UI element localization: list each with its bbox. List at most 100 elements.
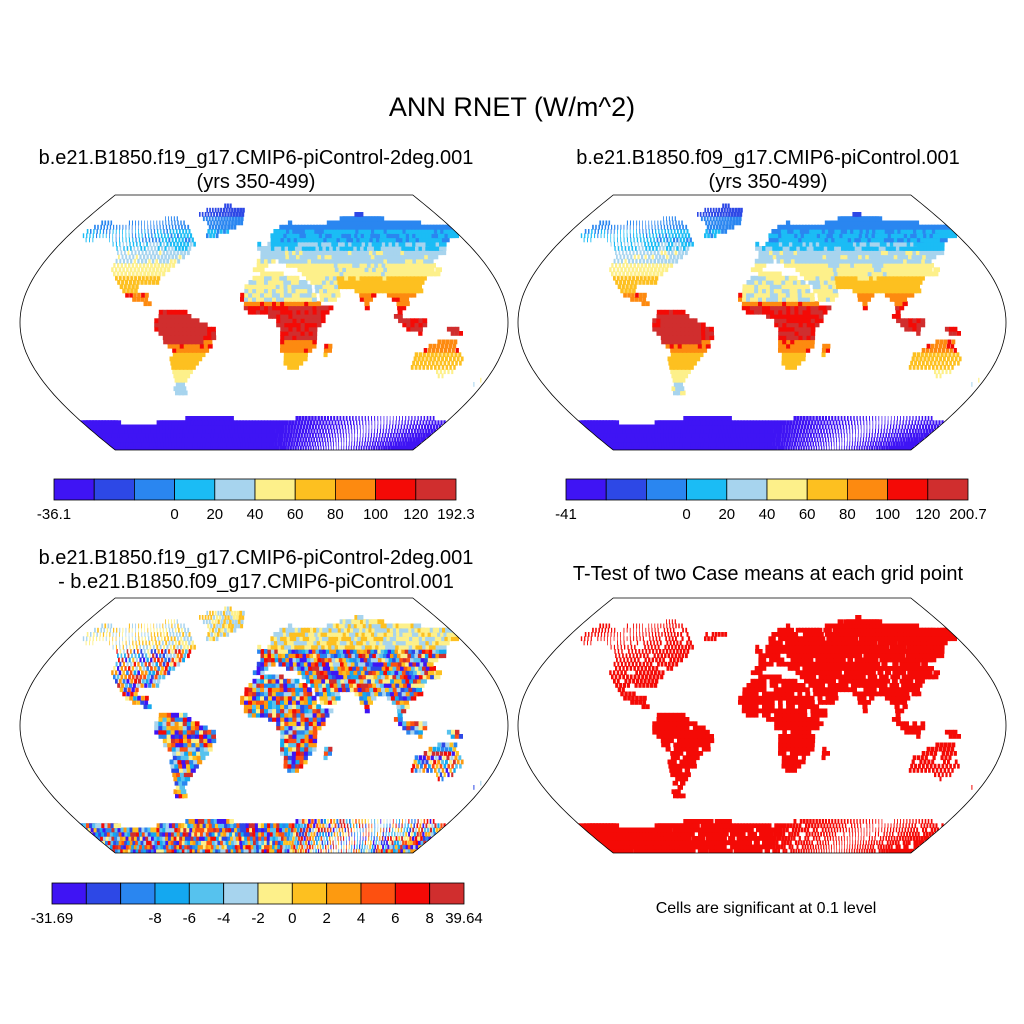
grid-cell xyxy=(379,258,386,264)
grid-cell xyxy=(791,424,795,430)
grid-cell xyxy=(787,233,793,239)
grid-cell xyxy=(812,416,815,421)
grid-cell xyxy=(409,288,416,294)
grid-cell xyxy=(786,420,790,426)
grid-cell xyxy=(775,237,780,243)
grid-cell xyxy=(631,246,634,251)
grid-cell xyxy=(774,445,778,450)
grid-cell xyxy=(407,250,415,256)
grid-cell xyxy=(307,420,310,426)
grid-cell xyxy=(292,433,295,438)
grid-cell xyxy=(923,356,927,362)
grid-cell xyxy=(359,424,361,430)
grid-cell xyxy=(882,441,885,447)
grid-cell xyxy=(304,314,310,319)
grid-cell xyxy=(279,224,284,230)
grid-cell xyxy=(314,424,317,430)
grid-cell xyxy=(674,241,677,247)
grid-cell xyxy=(746,420,751,426)
grid-cell xyxy=(854,237,861,243)
grid-cell xyxy=(897,428,900,434)
grid-cell xyxy=(703,420,709,426)
grid-cell xyxy=(366,441,369,447)
grid-cell xyxy=(686,246,690,251)
grid-cell xyxy=(821,445,823,450)
grid-cell xyxy=(921,348,926,353)
grid-cell xyxy=(327,267,333,273)
grid-cell xyxy=(751,445,756,450)
grid-cell xyxy=(790,335,795,341)
grid-cell xyxy=(113,263,116,268)
grid-cell xyxy=(183,233,186,239)
grid-cell xyxy=(413,288,420,294)
grid-cell xyxy=(855,284,861,290)
grid-cell xyxy=(333,263,340,268)
grid-cell xyxy=(732,441,737,447)
grid-cell xyxy=(197,416,204,421)
grid-cell xyxy=(840,284,846,290)
grid-cell xyxy=(122,233,123,239)
grid-cell xyxy=(859,258,866,264)
grid-cell xyxy=(844,420,847,426)
grid-cell xyxy=(801,441,804,447)
grid-cell xyxy=(221,433,227,438)
grid-cell xyxy=(217,216,220,222)
grid-cell xyxy=(351,250,358,256)
grid-cell xyxy=(893,280,900,285)
grid-cell xyxy=(659,237,662,243)
grid-cell xyxy=(288,326,293,332)
grid-cell xyxy=(199,335,205,341)
grid-cell xyxy=(284,339,289,345)
grid-cell xyxy=(231,424,236,430)
grid-cell xyxy=(280,331,285,336)
grid-cell xyxy=(842,233,849,239)
grid-cell xyxy=(658,233,661,239)
grid-cell xyxy=(600,233,602,239)
grid-cell xyxy=(311,229,317,234)
grid-cell xyxy=(847,237,854,243)
grid-cell xyxy=(397,309,403,315)
grid-cell xyxy=(828,445,830,450)
grid-cell xyxy=(335,445,337,450)
grid-cell xyxy=(315,233,321,239)
grid-cell xyxy=(308,331,314,336)
grid-cell xyxy=(456,356,460,362)
grid-cell xyxy=(287,241,293,247)
grid-cell xyxy=(292,326,298,332)
grid-cell xyxy=(636,233,638,239)
grid-cell xyxy=(387,267,393,273)
grid-cell xyxy=(620,267,623,273)
grid-cell xyxy=(169,250,173,256)
grid-cell xyxy=(755,420,760,426)
grid-cell xyxy=(822,254,828,260)
grid-cell xyxy=(766,297,771,302)
grid-cell xyxy=(871,246,879,251)
grid-cell xyxy=(228,220,231,226)
grid-cell xyxy=(297,263,302,268)
grid-cell xyxy=(709,437,715,443)
grid-cell xyxy=(786,437,790,443)
grid-cell xyxy=(158,326,164,332)
grid-cell xyxy=(197,356,203,362)
grid-cell xyxy=(785,360,790,366)
grid-cell xyxy=(159,224,161,230)
grid-cell xyxy=(93,229,95,234)
grid-cell xyxy=(162,326,168,332)
grid-cell xyxy=(750,301,755,307)
grid-cell xyxy=(148,233,150,239)
grid-cell xyxy=(269,428,274,434)
grid-cell xyxy=(318,258,324,264)
grid-cell xyxy=(653,258,656,264)
grid-cell xyxy=(681,424,687,430)
grid-cell xyxy=(768,424,772,430)
grid-cell xyxy=(238,212,242,217)
grid-cell xyxy=(186,331,192,336)
grid-cell xyxy=(174,360,180,366)
grid-cell xyxy=(242,437,246,443)
grid-cell xyxy=(295,352,300,358)
grid-cell xyxy=(678,352,684,358)
grid-cell xyxy=(312,343,317,349)
grid-cell xyxy=(890,271,897,277)
grid-cell xyxy=(195,343,201,349)
grid-cell xyxy=(865,297,871,302)
